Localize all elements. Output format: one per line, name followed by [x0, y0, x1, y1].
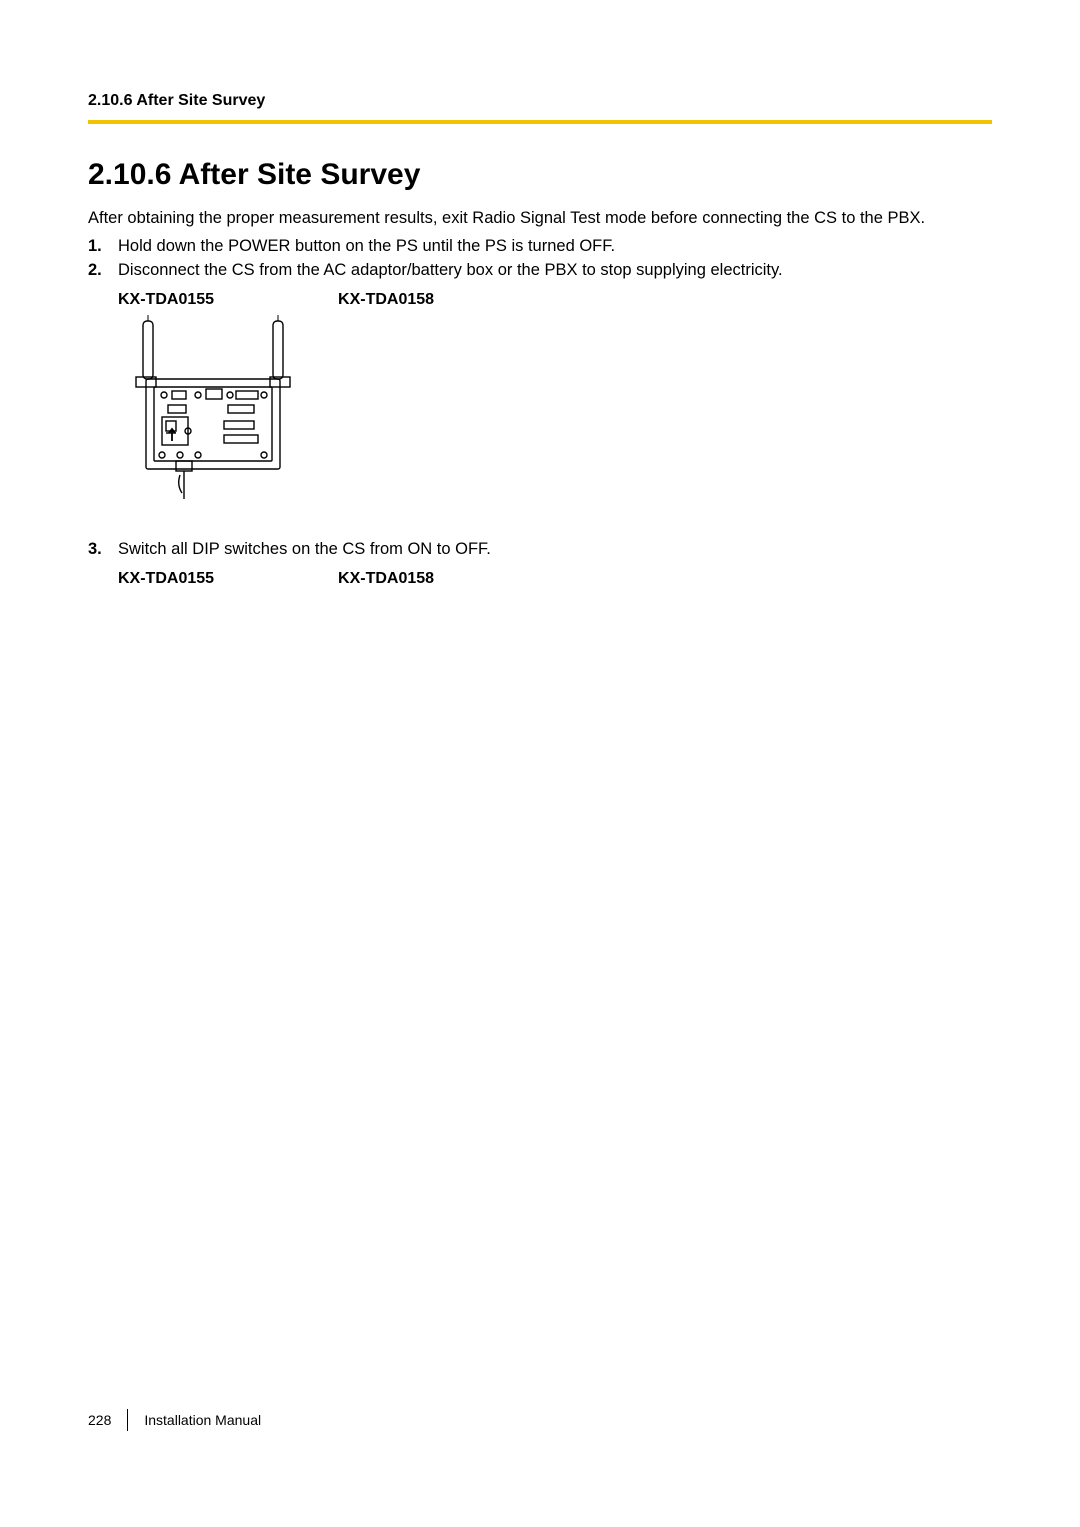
- footer-label: Installation Manual: [144, 1412, 261, 1428]
- cs-unit-illustration: [128, 315, 298, 505]
- page: 2.10.6 After Site Survey 2.10.6 After Si…: [0, 0, 1080, 1527]
- step-number: 3.: [88, 538, 118, 560]
- model-row-1: KX-TDA0155 KX-TDA0158: [118, 291, 992, 309]
- steps-list-cont: 3. Switch all DIP switches on the CS fro…: [88, 538, 992, 560]
- model-label-b-2: KX-TDA0158: [338, 570, 434, 588]
- step-2: 2. Disconnect the CS from the AC adaptor…: [88, 259, 992, 281]
- step-number: 2.: [88, 259, 118, 281]
- page-footer: 228 Installation Manual: [88, 1409, 261, 1431]
- model-row-2: KX-TDA0155 KX-TDA0158: [118, 570, 992, 588]
- model-label-a-2: KX-TDA0155: [118, 570, 214, 588]
- step-text: Hold down the POWER button on the PS unt…: [118, 235, 615, 257]
- header-breadcrumb: 2.10.6 After Site Survey: [88, 92, 992, 110]
- step-number: 1.: [88, 235, 118, 257]
- device-diagram: [128, 315, 992, 510]
- model-label-b: KX-TDA0158: [338, 291, 434, 309]
- step-1: 1. Hold down the POWER button on the PS …: [88, 235, 992, 257]
- page-number: 228: [88, 1412, 111, 1428]
- steps-list: 1. Hold down the POWER button on the PS …: [88, 235, 992, 282]
- step-text: Switch all DIP switches on the CS from O…: [118, 538, 491, 560]
- header-rule: [88, 120, 992, 124]
- model-label-a: KX-TDA0155: [118, 291, 214, 309]
- section-title: 2.10.6 After Site Survey: [88, 158, 992, 192]
- step-3: 3. Switch all DIP switches on the CS fro…: [88, 538, 992, 560]
- footer-divider: [127, 1409, 128, 1431]
- step-text: Disconnect the CS from the AC adaptor/ba…: [118, 259, 783, 281]
- intro-paragraph: After obtaining the proper measurement r…: [88, 208, 992, 229]
